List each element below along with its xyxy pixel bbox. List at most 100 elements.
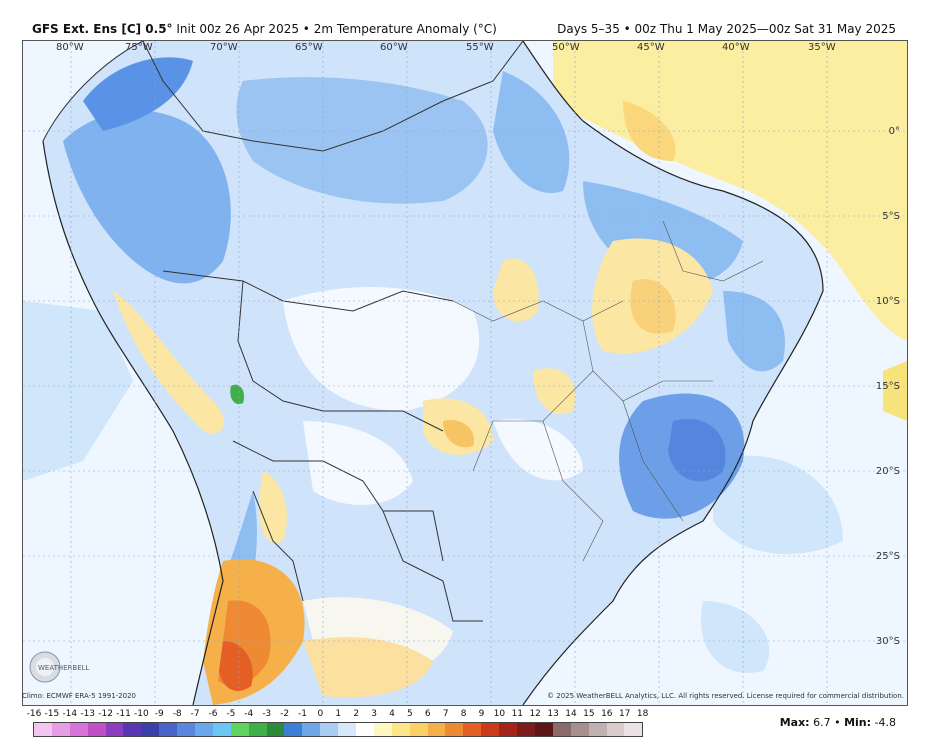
copyright-note: © 2025 WeatherBELL Analytics, LLC. All r…: [547, 692, 904, 700]
colorbar-swatch: [373, 723, 392, 736]
colorbar-tick-label: -7: [190, 709, 200, 719]
colorbar: [33, 722, 644, 737]
model-name: GFS Ext. Ens [C] 0.5°: [32, 22, 173, 36]
colorbar-swatch: [606, 723, 625, 736]
map-canvas: [23, 41, 907, 705]
colorbar-tick-label: 6: [424, 709, 431, 719]
variable-name: 2m Temperature Anomaly (°C): [313, 22, 497, 36]
colorbar-tick-label: 3: [371, 709, 377, 719]
colorbar-tick-label: 7: [442, 709, 449, 719]
colorbar-tick-label: 15: [583, 709, 595, 719]
lon-label: 80°W: [56, 42, 84, 53]
colorbar-tick-label: 17: [618, 709, 631, 719]
colorbar-tick-label: -5: [226, 709, 236, 719]
colorbar-tick-label: -3: [262, 709, 272, 719]
colorbar-tick-label: -8: [172, 709, 182, 719]
lat-label: 30°S: [875, 636, 900, 647]
colorbar-swatch: [284, 723, 303, 736]
colorbar-swatch: [463, 723, 482, 736]
colorbar-tick-label: 5: [407, 709, 413, 719]
map-title: GFS Ext. Ens [C] 0.5° Init 00z 26 Apr 20…: [32, 22, 497, 36]
colorbar-swatch: [534, 723, 553, 736]
colorbar-tick-label: 12: [529, 709, 541, 719]
colorbar-swatch: [320, 723, 339, 736]
colorbar-tick-label: 18: [636, 709, 649, 719]
lat-label: 20°S: [875, 466, 900, 477]
colorbar-swatch: [427, 723, 446, 736]
lon-label: 50°W: [552, 42, 580, 53]
init-time: Init 00z 26 Apr 2025: [176, 22, 299, 36]
colorbar-swatch: [177, 723, 196, 736]
climo-note: Climo: ECMWF ERA-5 1991-2020: [22, 692, 136, 700]
lon-label: 70°W: [210, 42, 238, 53]
lon-label: 75°W: [125, 42, 153, 53]
colorbar-swatch: [51, 723, 70, 736]
colorbar-swatch: [123, 723, 142, 736]
lat-label: 15°S: [875, 381, 900, 392]
colorbar-swatch: [248, 723, 267, 736]
colorbar-tick-label: 9: [478, 709, 485, 719]
lat-label: 0°: [888, 126, 900, 137]
colorbar-swatch: [552, 723, 571, 736]
colorbar-tick-label: -15: [44, 709, 60, 719]
colorbar-swatch: [570, 723, 589, 736]
lat-label: 5°S: [882, 211, 900, 222]
min-label: Min:: [844, 716, 872, 729]
colorbar-swatch: [105, 723, 124, 736]
logo-text: WEATHERBELL: [38, 664, 90, 672]
lon-label: 35°W: [808, 42, 836, 53]
colorbar-tick-label: -11: [116, 709, 131, 719]
colorbar-swatch: [391, 723, 410, 736]
colorbar-tick-label: -12: [98, 709, 113, 719]
colorbar-swatch: [481, 723, 500, 736]
lat-label: 25°S: [875, 551, 900, 562]
colorbar-tick-label: -16: [26, 709, 42, 719]
colorbar-swatch: [34, 723, 52, 736]
lon-label: 65°W: [295, 42, 323, 53]
colorbar-swatch: [141, 723, 160, 736]
lat-label: 10°S: [875, 296, 900, 307]
max-min-readout: Max: 6.7 • Min: -4.8: [780, 716, 896, 729]
colorbar-tick-label: -13: [80, 709, 96, 719]
colorbar-swatch: [266, 723, 285, 736]
colorbar-tick-label: -1: [298, 709, 307, 719]
weatherbell-logo: WEATHERBELL: [29, 651, 90, 683]
min-value: -4.8: [874, 716, 896, 729]
max-value: 6.7: [813, 716, 831, 729]
colorbar-swatch: [624, 723, 643, 736]
max-min-separator: •: [834, 716, 841, 729]
colorbar-tick-label: -4: [244, 709, 254, 719]
colorbar-tick-label: -14: [62, 709, 78, 719]
lon-label: 40°W: [722, 42, 750, 53]
colorbar-swatch: [338, 723, 357, 736]
lon-label: 55°W: [466, 42, 494, 53]
colorbar-swatch: [87, 723, 106, 736]
colorbar-swatch: [588, 723, 607, 736]
max-label: Max:: [779, 716, 810, 729]
colorbar-swatch: [230, 723, 249, 736]
lon-label: 60°W: [380, 42, 408, 53]
colorbar-swatch: [409, 723, 428, 736]
colorbar-tick-label: 13: [547, 709, 559, 719]
colorbar-tick-label: 4: [389, 709, 395, 719]
colorbar-swatch: [69, 723, 88, 736]
valid-period: Days 5–35 • 00z Thu 1 May 2025—00z Sat 3…: [557, 22, 896, 36]
colorbar-tick-label: 16: [601, 709, 613, 719]
colorbar-tick-label: 14: [565, 709, 577, 719]
colorbar-tick-label: -2: [280, 709, 290, 719]
colorbar-tick-label: -10: [134, 709, 149, 719]
colorbar-tick-label: 2: [353, 709, 360, 719]
colorbar-swatch: [445, 723, 464, 736]
colorbar-swatch: [212, 723, 231, 736]
colorbar-swatch: [499, 723, 518, 736]
map-header: GFS Ext. Ens [C] 0.5° Init 00z 26 Apr 20…: [0, 0, 926, 40]
anomaly-map: [22, 40, 908, 706]
colorbar-tick-label: 1: [335, 709, 342, 719]
colorbar-tick-label: 8: [460, 709, 467, 719]
colorbar-swatch: [159, 723, 178, 736]
title-separator: •: [302, 22, 310, 36]
colorbar-tick-label: 11: [511, 709, 524, 719]
lon-label: 45°W: [637, 42, 665, 53]
colorbar-tick-label: -6: [208, 709, 218, 719]
colorbar-swatch: [356, 723, 374, 736]
